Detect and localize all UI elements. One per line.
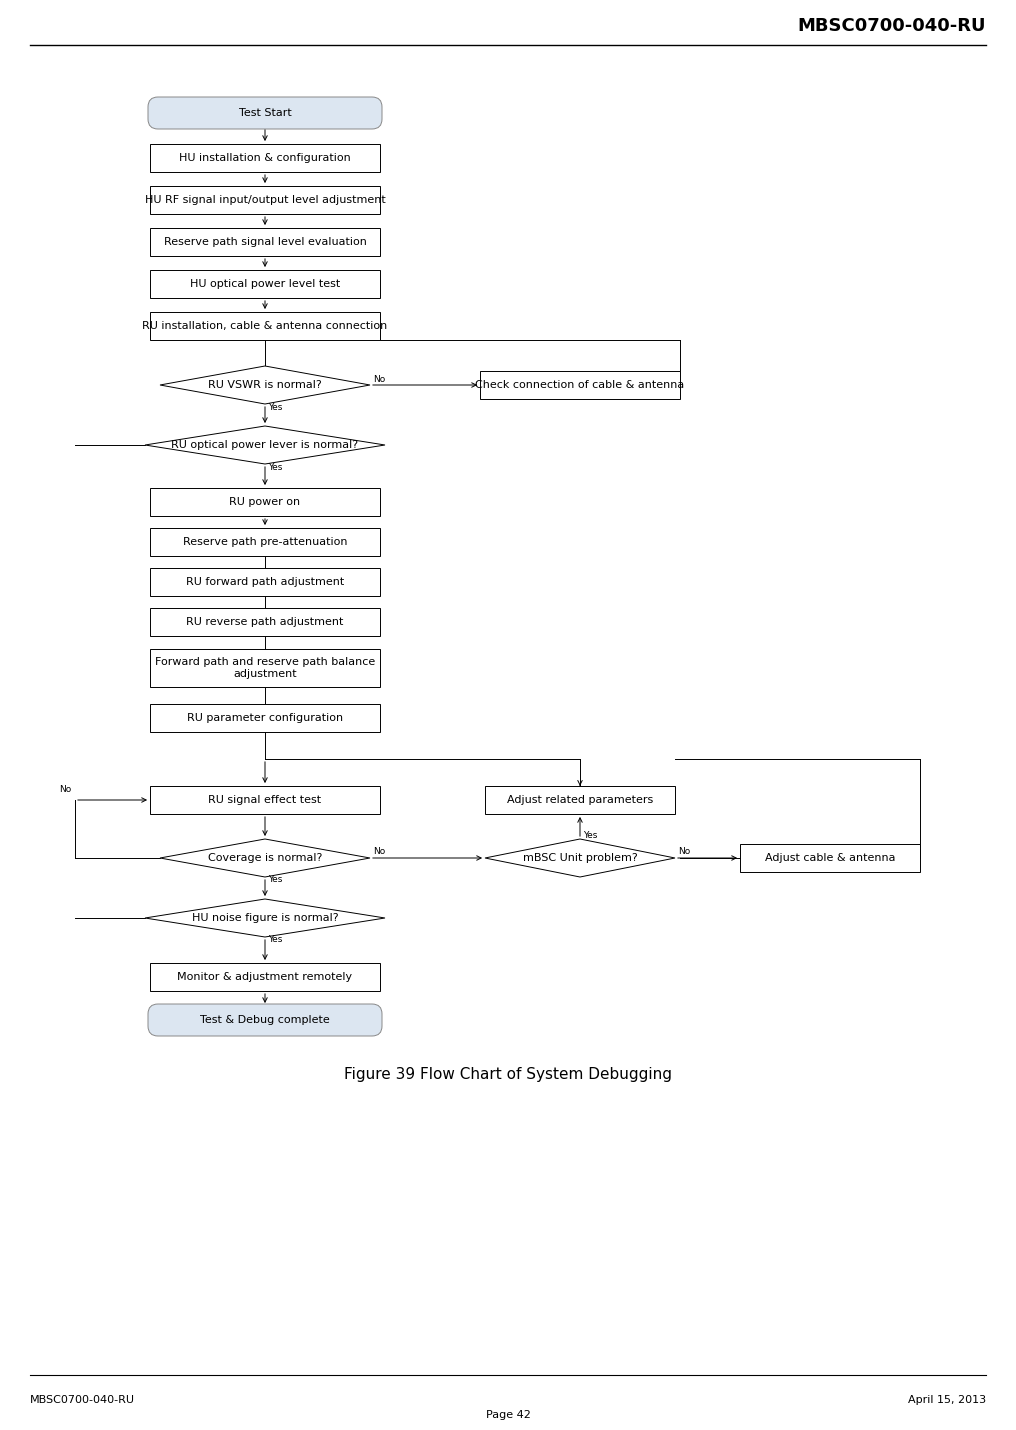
Bar bbox=[740, 844, 920, 872]
Text: Reserve path pre-attenuation: Reserve path pre-attenuation bbox=[183, 538, 347, 548]
Text: April 15, 2013: April 15, 2013 bbox=[908, 1396, 986, 1406]
Bar bbox=[150, 608, 380, 636]
Bar bbox=[150, 568, 380, 596]
Text: RU installation, cable & antenna connection: RU installation, cable & antenna connect… bbox=[142, 320, 388, 330]
Bar bbox=[150, 528, 380, 556]
Bar bbox=[150, 649, 380, 686]
Text: Reserve path signal level evaluation: Reserve path signal level evaluation bbox=[164, 237, 367, 247]
Text: RU VSWR is normal?: RU VSWR is normal? bbox=[208, 380, 322, 390]
Text: Figure 39 Flow Chart of System Debugging: Figure 39 Flow Chart of System Debugging bbox=[344, 1068, 672, 1083]
Text: Coverage is normal?: Coverage is normal? bbox=[208, 854, 322, 862]
Bar bbox=[150, 227, 380, 256]
FancyBboxPatch shape bbox=[148, 97, 382, 129]
Bar bbox=[150, 704, 380, 732]
Bar bbox=[150, 312, 380, 340]
Text: No: No bbox=[373, 375, 385, 383]
Text: No: No bbox=[373, 848, 385, 857]
Polygon shape bbox=[145, 899, 385, 937]
Text: MBSC0700-040-RU: MBSC0700-040-RU bbox=[798, 17, 986, 34]
Text: Adjust related parameters: Adjust related parameters bbox=[507, 795, 653, 805]
Text: Check connection of cable & antenna: Check connection of cable & antenna bbox=[475, 380, 685, 390]
Bar bbox=[150, 488, 380, 516]
Bar bbox=[150, 186, 380, 214]
Text: Monitor & adjustment remotely: Monitor & adjustment remotely bbox=[178, 972, 353, 982]
Polygon shape bbox=[485, 839, 675, 877]
Text: Forward path and reserve path balance
adjustment: Forward path and reserve path balance ad… bbox=[154, 658, 375, 679]
Bar bbox=[150, 144, 380, 172]
Text: RU forward path adjustment: RU forward path adjustment bbox=[186, 576, 344, 586]
Text: RU optical power lever is normal?: RU optical power lever is normal? bbox=[172, 440, 359, 450]
Text: Yes: Yes bbox=[583, 831, 597, 839]
Polygon shape bbox=[160, 839, 370, 877]
Text: RU parameter configuration: RU parameter configuration bbox=[187, 714, 343, 724]
Text: RU reverse path adjustment: RU reverse path adjustment bbox=[186, 616, 343, 626]
Bar bbox=[485, 787, 675, 814]
Text: Test & Debug complete: Test & Debug complete bbox=[200, 1015, 330, 1025]
Polygon shape bbox=[160, 366, 370, 405]
Text: No: No bbox=[678, 848, 690, 857]
Text: Yes: Yes bbox=[268, 875, 282, 885]
Text: RU power on: RU power on bbox=[230, 498, 301, 508]
Text: Test Start: Test Start bbox=[239, 109, 292, 119]
Text: Page 42: Page 42 bbox=[486, 1410, 530, 1420]
Text: Yes: Yes bbox=[268, 935, 282, 944]
Text: HU installation & configuration: HU installation & configuration bbox=[179, 153, 351, 163]
FancyBboxPatch shape bbox=[148, 1004, 382, 1035]
Text: mBSC Unit problem?: mBSC Unit problem? bbox=[522, 854, 637, 862]
Polygon shape bbox=[145, 426, 385, 463]
Text: Yes: Yes bbox=[268, 403, 282, 412]
Bar bbox=[150, 270, 380, 297]
Text: HU RF signal input/output level adjustment: HU RF signal input/output level adjustme… bbox=[144, 194, 385, 204]
Text: HU noise figure is normal?: HU noise figure is normal? bbox=[192, 912, 338, 922]
Bar bbox=[150, 962, 380, 991]
Bar bbox=[480, 370, 680, 399]
Text: Adjust cable & antenna: Adjust cable & antenna bbox=[765, 854, 895, 862]
Text: Yes: Yes bbox=[268, 462, 282, 472]
Text: RU signal effect test: RU signal effect test bbox=[208, 795, 321, 805]
Bar bbox=[150, 787, 380, 814]
Text: HU optical power level test: HU optical power level test bbox=[190, 279, 340, 289]
Text: MBSC0700-040-RU: MBSC0700-040-RU bbox=[30, 1396, 135, 1406]
Text: No: No bbox=[59, 785, 71, 795]
